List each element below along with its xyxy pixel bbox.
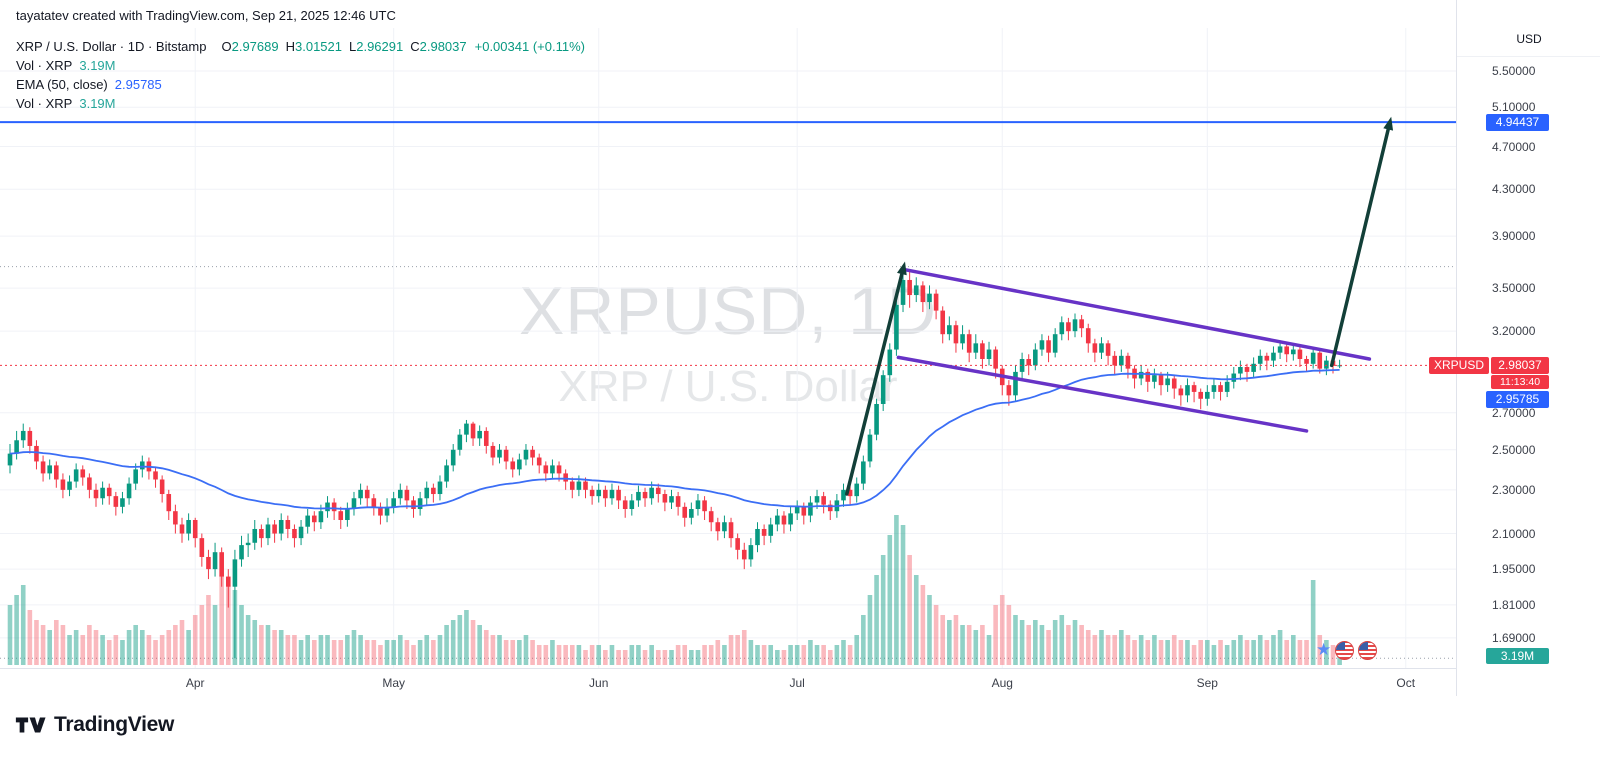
indicator-value: 3.19M xyxy=(79,96,116,111)
ohlc-key: L xyxy=(349,39,357,54)
tradingview-logo-text: TradingView xyxy=(54,713,175,736)
flag-sticker[interactable] xyxy=(1335,640,1355,660)
price-axis-label: 4.70000 xyxy=(1492,139,1536,154)
time-axis[interactable]: Apr May Jun Jul Aug Sep Oct xyxy=(0,668,1456,697)
price-axis-label: 1.95000 xyxy=(1492,562,1536,577)
price-axis-label: 2.70000 xyxy=(1492,405,1536,420)
chart-canvas[interactable] xyxy=(0,0,1456,700)
trend-arrow[interactable] xyxy=(1329,116,1394,368)
price-axis-label: 3.50000 xyxy=(1492,281,1536,296)
attribution-text: tayatatev created with TradingView.com, … xyxy=(16,8,396,23)
indicator-label: Vol · XRP xyxy=(16,58,73,73)
price-axis-label: 1.81000 xyxy=(1492,597,1536,612)
flag-sticker[interactable] xyxy=(1358,640,1378,660)
price-axis-label: 2.30000 xyxy=(1492,482,1536,497)
bar-countdown-badge: 11:13:40 xyxy=(1491,375,1549,390)
trend-arrow[interactable] xyxy=(845,261,907,496)
price-axis[interactable]: USD 5.50000 5.10000 4.70000 4.30000 3.90000 3… xyxy=(1456,0,1600,696)
price-axis-label: 3.20000 xyxy=(1492,324,1536,339)
price-axis-label: 5.50000 xyxy=(1492,64,1536,78)
volume-layer xyxy=(7,515,1342,665)
month-label: Oct xyxy=(1396,676,1416,690)
ticker-badge: XRPUSD xyxy=(1429,357,1489,375)
ohlc-value: 2.96291 xyxy=(356,39,404,54)
price-axis-label: 2.10000 xyxy=(1492,526,1536,541)
candles-layer xyxy=(7,266,1342,659)
symbol-legend-row[interactable]: XRP / U.S. Dollar · 1D · Bitstamp O2.9768… xyxy=(16,37,585,56)
ohlc-value: 2.97689 xyxy=(231,39,279,54)
ohlc-value: 2.98037 xyxy=(419,39,467,54)
price-axis-label: 2.50000 xyxy=(1492,442,1536,457)
indicator-legend-rows: Vol · XRP 3.19M EMA (50, close) 2.95785 Vol … xyxy=(16,56,585,113)
sparkle-sticker[interactable]: ★ xyxy=(1316,640,1332,659)
tradingview-logo-icon xyxy=(15,717,46,733)
indicator-value: 3.19M xyxy=(79,58,116,73)
indicator-label: EMA (50, close) xyxy=(16,77,108,92)
indicator-legend-row[interactable]: EMA (50, close) 2.95785 xyxy=(16,75,585,94)
last-price-badge: 2.98037 xyxy=(1491,357,1549,375)
indicator-label: Vol · XRP xyxy=(16,96,73,111)
ohlc-values: O2.97689 H3.01521 L2.96291 C2.98037 xyxy=(214,39,466,54)
ohlc-key: H xyxy=(285,39,295,54)
volume-value-badge: 3.19M xyxy=(1486,648,1549,664)
month-label: Aug xyxy=(991,676,1013,690)
month-label: Jul xyxy=(789,676,805,690)
indicator-legend-row[interactable]: Vol · XRP 3.19M xyxy=(16,56,585,75)
target-price-badge: 4.94437 xyxy=(1486,114,1549,132)
change-value: +0.00341 (+0.11%) xyxy=(474,39,585,54)
axis-separator xyxy=(1457,56,1600,57)
month-label: May xyxy=(382,676,405,690)
chart-legend: XRP / U.S. Dollar · 1D · Bitstamp O2.9768… xyxy=(16,37,585,113)
month-label: Jun xyxy=(589,676,609,690)
currency-label: USD xyxy=(1516,32,1542,46)
price-axis-label: 5.10000 xyxy=(1492,100,1536,115)
channel-upper-line[interactable] xyxy=(901,267,1372,361)
ohlc-value: 3.01521 xyxy=(295,39,342,54)
price-axis-label: 4.30000 xyxy=(1492,182,1536,197)
gridlines xyxy=(0,28,1456,668)
ohlc-key: O xyxy=(221,39,232,54)
ohlc-key: C xyxy=(410,39,420,54)
tradingview-logo[interactable]: TradingView xyxy=(14,712,174,738)
month-label: Apr xyxy=(185,676,205,690)
ema-value-badge: 2.95785 xyxy=(1486,391,1549,409)
ema-line[interactable] xyxy=(9,369,1340,510)
symbol-title: XRP / U.S. Dollar · 1D · Bitstamp xyxy=(16,39,207,54)
month-label: Sep xyxy=(1196,676,1218,690)
indicator-value: 2.95785 xyxy=(114,77,162,92)
footer: TradingView xyxy=(0,696,1600,779)
indicator-legend-row[interactable]: Vol · XRP 3.19M xyxy=(16,94,585,113)
chart-stickers[interactable]: ★ xyxy=(1316,640,1378,660)
price-axis-label: 1.69000 xyxy=(1492,630,1536,645)
price-axis-label: 3.90000 xyxy=(1492,229,1536,244)
channel-lower-line[interactable] xyxy=(896,355,1309,433)
